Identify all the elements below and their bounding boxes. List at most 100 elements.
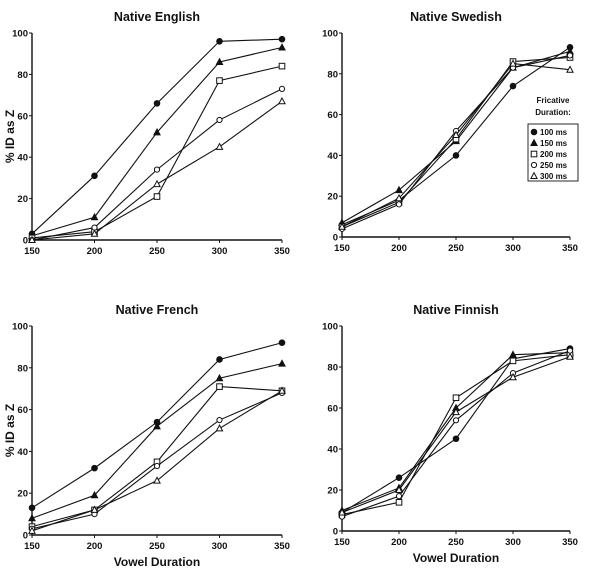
data-point: [278, 386, 286, 394]
legend-item: 200 ms: [540, 150, 568, 159]
y-tick-label: 60: [327, 110, 338, 121]
data-point: [452, 152, 460, 159]
data-point: [452, 394, 460, 402]
data-point: [153, 476, 161, 484]
panel-title: Native English: [114, 10, 200, 24]
data-point: [566, 52, 574, 59]
data-point: [338, 508, 346, 516]
series-100-ms: [338, 345, 574, 516]
data-point: [216, 77, 223, 84]
y-tick-label: 80: [327, 69, 338, 80]
data-point: [28, 235, 36, 243]
data-point: [509, 59, 517, 67]
data-point: [153, 193, 161, 200]
y-tick-label: 40: [327, 445, 338, 456]
panel-title: Native Finnish: [413, 303, 498, 317]
legend-item: 250 ms: [540, 161, 568, 170]
data-point: [395, 474, 403, 482]
y-tick-label: 80: [17, 363, 28, 374]
series-300-ms: [28, 386, 286, 534]
data-point: [278, 359, 286, 367]
x-tick-label: 350: [274, 541, 290, 552]
panel-title: Native French: [116, 303, 199, 317]
series-line: [341, 348, 571, 514]
data-point: [452, 435, 460, 443]
data-point: [153, 100, 161, 107]
data-point: [216, 416, 223, 424]
data-point: [90, 212, 99, 221]
x-tick-label: 350: [274, 246, 290, 257]
x-tick-label: 150: [334, 243, 350, 254]
legend-item: 100 ms: [540, 128, 568, 137]
y-tick-label: 100: [12, 322, 28, 333]
data-point: [278, 62, 286, 70]
data-point: [216, 356, 223, 363]
data-point: [452, 130, 460, 138]
data-point: [153, 421, 161, 430]
data-point: [215, 424, 224, 432]
y-tick-label: 20: [327, 486, 338, 497]
data-point: [90, 490, 99, 499]
series-line: [31, 363, 283, 519]
data-point: [395, 201, 403, 208]
x-tick-label: 150: [24, 541, 40, 552]
legend-title: Duration:: [535, 108, 571, 117]
y-tick-label: 20: [17, 194, 28, 205]
x-tick-label: 150: [24, 246, 40, 257]
data-point: [153, 462, 161, 470]
x-tick-label: 300: [212, 541, 228, 552]
x-axis-label: Vowel Duration: [413, 551, 499, 565]
legend: Fricative Duration: 100 ms 150 ms 200 ms 250 …: [527, 96, 579, 182]
x-tick-label: 150: [334, 537, 350, 548]
x-tick-label: 300: [212, 246, 228, 257]
series-300-ms: [338, 352, 574, 516]
x-tick-label: 350: [562, 537, 578, 548]
panel-native-swedish: Native Swedish 0 20 40 60 80 100 150 200 250 300 35…: [322, 10, 579, 254]
legend-marker: [530, 171, 538, 179]
data-point: [395, 499, 403, 506]
y-tick-label: 0: [23, 236, 28, 247]
series-300-ms: [28, 96, 286, 243]
x-axis-label: Vowel Duration: [114, 555, 200, 569]
data-point: [278, 96, 286, 105]
data-point: [153, 127, 161, 136]
data-point: [278, 43, 286, 51]
panel-title: Native Swedish: [410, 10, 502, 24]
x-tick-label: 200: [87, 246, 103, 257]
x-tick-label: 250: [149, 246, 165, 257]
y-tick-label: 20: [327, 192, 338, 203]
series-150-ms: [28, 43, 286, 239]
series-150-ms: [338, 348, 574, 514]
series-150-ms: [28, 359, 286, 522]
data-point: [509, 350, 517, 358]
legend-item: 300 ms: [540, 172, 568, 181]
data-point: [90, 229, 99, 237]
data-point: [216, 37, 223, 45]
data-point: [91, 464, 98, 472]
legend-marker: [530, 138, 538, 146]
y-tick-label: 80: [17, 70, 28, 81]
data-point: [215, 142, 224, 150]
y-tick-label: 60: [327, 404, 338, 415]
data-point: [566, 65, 574, 73]
y-tick-label: 40: [17, 153, 28, 164]
x-tick-label: 250: [149, 541, 165, 552]
data-point: [278, 35, 286, 43]
data-point: [452, 407, 460, 416]
legend-marker: [530, 128, 538, 136]
series-line: [31, 386, 283, 528]
y-tick-label: 20: [17, 489, 28, 500]
series-line: [31, 65, 283, 239]
data-point: [216, 116, 223, 124]
x-tick-label: 300: [505, 537, 521, 548]
series-100-ms: [28, 35, 286, 238]
data-point: [216, 383, 223, 390]
data-point: [338, 222, 346, 230]
y-tick-label: 40: [327, 151, 338, 162]
series-line: [341, 352, 571, 512]
x-tick-label: 300: [505, 243, 521, 254]
data-point: [395, 193, 403, 202]
series-300-ms: [338, 59, 574, 230]
y-tick-label: 0: [333, 233, 338, 244]
data-point: [28, 513, 36, 522]
